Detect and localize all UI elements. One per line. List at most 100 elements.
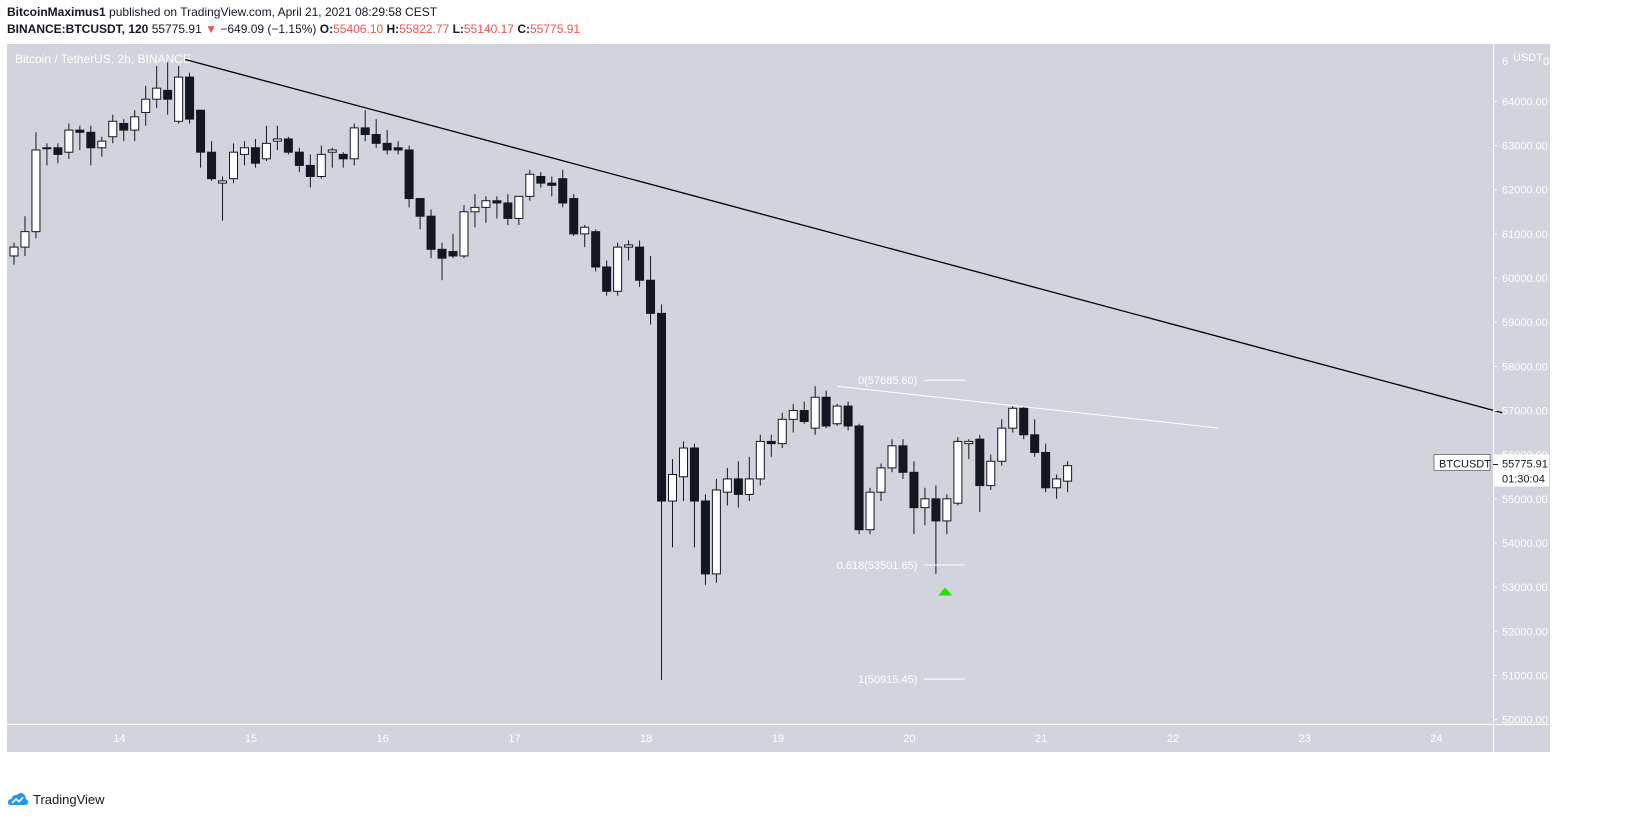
chart-area[interactable]: 0(57685.60) 0.618(53501.65) 1(50915.45) 640…: [7, 44, 1550, 752]
open-value: 55406.10: [333, 22, 384, 36]
down-arrow-icon: ▼: [205, 22, 217, 36]
descending-trendline[interactable]: [185, 58, 1503, 414]
candle-down: [1030, 434, 1040, 453]
candle-down: [119, 122, 129, 131]
candlestick-chart[interactable]: 0(57685.60) 0.618(53501.65) 1(50915.45) 640…: [7, 44, 1550, 752]
fib-level-label: 1(50915.45): [858, 674, 917, 686]
candle-down: [975, 438, 985, 487]
tradingview-logo[interactable]: TradingView: [7, 790, 105, 808]
published-info: published on TradingView.com, April 21, …: [109, 5, 438, 19]
price-tick-label: 51000.00: [1502, 670, 1548, 682]
candle-down: [898, 445, 908, 473]
candle-up: [744, 478, 754, 495]
candle-up: [152, 87, 162, 100]
candle-up: [327, 149, 337, 153]
price-axis-panel[interactable]: [1493, 44, 1550, 724]
fib-level-label: 0(57685.60): [858, 375, 917, 387]
axis-menu-label[interactable]: 0: [1543, 56, 1549, 68]
symbol-tag: [1433, 454, 1491, 471]
triangle-up-icon: [938, 587, 953, 596]
price-tick-label: 58000.00: [1502, 361, 1548, 373]
candle-up: [218, 180, 228, 184]
candle-up: [174, 76, 184, 122]
price-tick-label: 52000.00: [1502, 626, 1548, 638]
author-name[interactable]: BitcoinMaximus1: [7, 5, 106, 19]
candle-up: [865, 491, 875, 531]
open-label: O:: [319, 22, 334, 36]
candle-down: [75, 129, 85, 133]
candle-down: [185, 76, 195, 120]
candle-up: [920, 498, 930, 509]
price-tick-label: 61000.00: [1502, 229, 1548, 241]
high-value: 55822.77: [399, 22, 450, 36]
candle-down: [503, 202, 513, 219]
candle-down: [799, 409, 809, 423]
candle-up: [678, 447, 688, 478]
low-value: 55140.17: [463, 22, 514, 36]
candle-down: [250, 147, 260, 164]
candle-down: [689, 447, 699, 502]
candle-up: [349, 127, 359, 160]
candle-up: [668, 474, 677, 502]
plot-panel[interactable]: [7, 44, 1493, 724]
candle-up: [832, 405, 842, 425]
candle-down: [569, 198, 579, 235]
time-axis-panel[interactable]: [7, 724, 1493, 752]
header-line-2: BINANCE:BTCUSDT, 120 55775.91 ▼ −649.09 …: [7, 21, 580, 37]
candle-up: [229, 151, 238, 180]
time-tick-label: 19: [772, 733, 784, 745]
candle-down: [283, 138, 293, 153]
high-label: H:: [386, 22, 400, 36]
chart-title: Bitcoin / TetherUS, 2h, BINANCE: [15, 52, 191, 66]
candle-down: [536, 175, 546, 184]
axis-corner: [1493, 724, 1550, 752]
time-tick-label: 14: [113, 733, 125, 745]
candle-down: [437, 248, 447, 259]
candle-down: [547, 182, 557, 186]
candle-down: [196, 109, 206, 153]
candle-up: [964, 440, 974, 445]
close-label: C:: [517, 22, 530, 36]
candle-up: [942, 498, 952, 522]
candle-up: [997, 427, 1007, 462]
price-tick-label: 64000.00: [1502, 96, 1548, 108]
candle-up: [470, 206, 480, 213]
candle-down: [635, 246, 645, 281]
candle-down: [591, 231, 601, 268]
candle-down: [602, 266, 612, 292]
symbol-tag-label: BTCUSDT: [1439, 459, 1491, 471]
price-unit-label: USDT: [1513, 52, 1543, 64]
candle-down: [207, 151, 217, 180]
candle-up: [97, 140, 107, 149]
candle-up: [788, 409, 798, 420]
candle-up: [42, 147, 52, 150]
candle-up: [130, 116, 140, 131]
candle-down: [733, 478, 743, 495]
candle-up: [887, 445, 897, 469]
candle-up: [876, 467, 886, 493]
candle-down: [426, 215, 436, 250]
candle-up: [1063, 465, 1073, 482]
candle-down: [404, 149, 414, 200]
price-tick-label: 63000.00: [1502, 141, 1548, 153]
time-tick-label: 18: [640, 733, 652, 745]
candle-up: [624, 244, 634, 248]
time-tick-label: 17: [508, 733, 520, 745]
candle-up: [1052, 478, 1062, 489]
time-tick-label: 15: [245, 733, 257, 745]
candle-up: [525, 173, 535, 197]
candle-down: [360, 127, 370, 136]
candle-up: [514, 195, 524, 219]
candle-down: [766, 440, 776, 445]
price-tick-label: 53000.00: [1502, 582, 1548, 594]
price-tick-label: 60000.00: [1502, 273, 1548, 285]
resistance-line[interactable]: [837, 385, 1220, 429]
price-tick-label: 55000.00: [1502, 494, 1548, 506]
countdown-value: 01:30:04: [1502, 474, 1545, 486]
candle-up: [20, 231, 30, 248]
candle-up: [986, 460, 996, 487]
candle-down: [382, 142, 392, 151]
candle-up: [261, 142, 271, 160]
candle-up: [953, 440, 963, 504]
candle-up: [141, 98, 151, 113]
